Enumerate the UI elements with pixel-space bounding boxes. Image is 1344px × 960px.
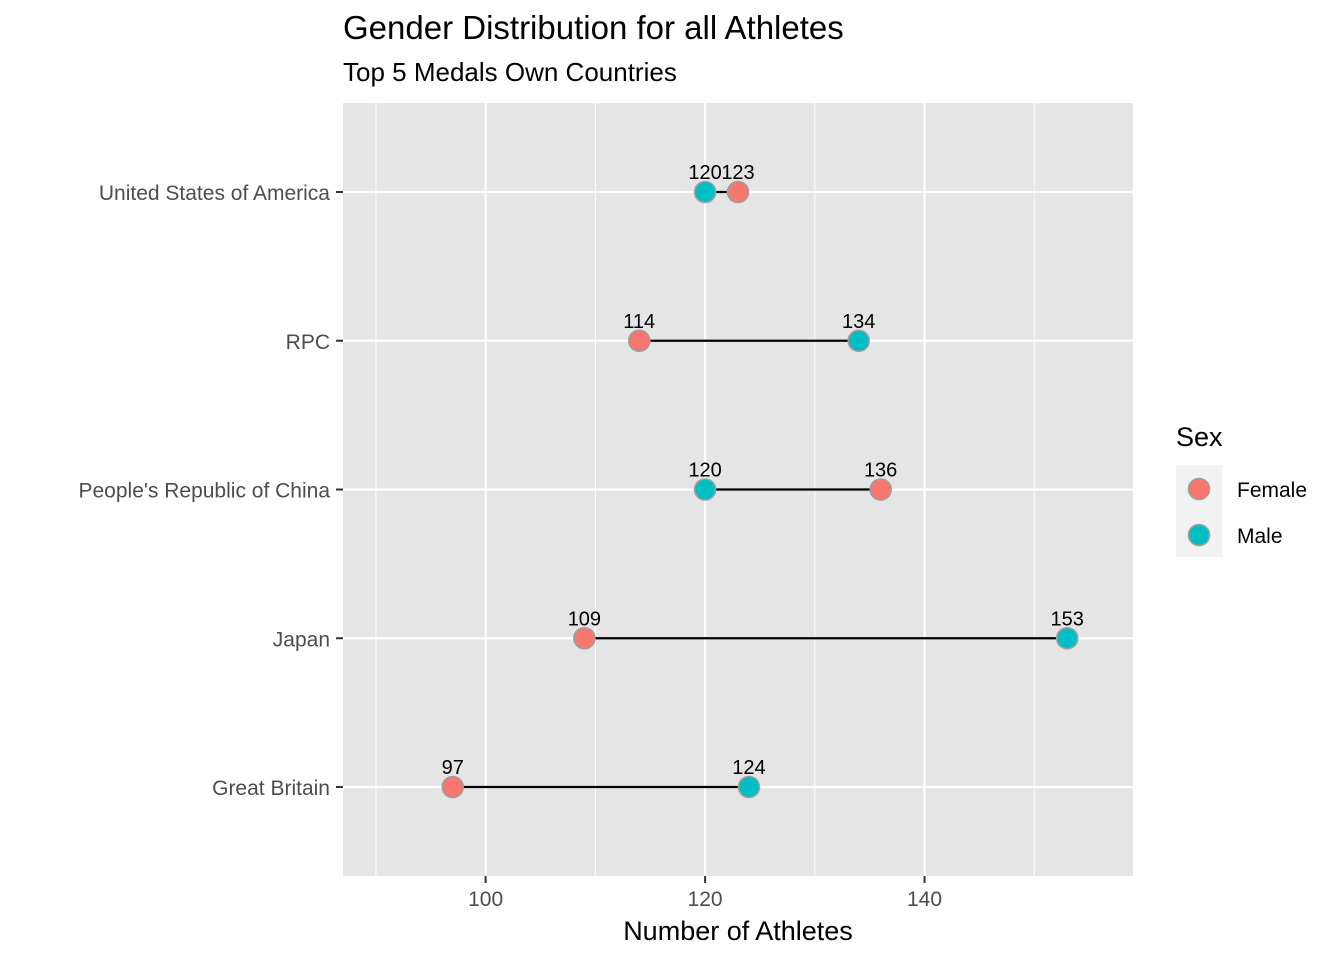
female-value-label: 97 xyxy=(442,757,464,779)
male-value-label: 120 xyxy=(688,460,721,482)
x-axis-title: Number of Athletes xyxy=(623,916,853,946)
legend-label-male: Male xyxy=(1237,525,1283,548)
data-points xyxy=(441,180,1079,799)
legend-key-male xyxy=(1187,523,1211,547)
y-tick-label: United States of America xyxy=(99,182,330,205)
legend: Sex Female Male xyxy=(1176,422,1307,557)
dumbbell-segments xyxy=(452,190,1068,789)
y-tick-label: Japan xyxy=(273,628,330,651)
male-point xyxy=(847,329,870,353)
y-tick-label: Great Britain xyxy=(212,777,330,800)
male-value-label: 153 xyxy=(1050,608,1083,630)
legend-key-female xyxy=(1187,477,1211,501)
female-value-label: 136 xyxy=(864,460,897,482)
male-value-label: 134 xyxy=(842,311,875,333)
male-value-label: 120 xyxy=(688,162,721,184)
male-value-label: 124 xyxy=(732,757,765,779)
legend-title: Sex xyxy=(1176,422,1223,452)
female-point xyxy=(869,478,892,501)
female-value-label: 114 xyxy=(623,311,655,333)
female-point xyxy=(627,329,651,353)
axes: United States of America RPC People's Repu… xyxy=(79,182,943,911)
female-point xyxy=(441,775,465,799)
x-tick-label: 120 xyxy=(688,888,723,911)
female-point xyxy=(726,180,750,204)
female-point xyxy=(573,626,596,650)
x-tick-label: 140 xyxy=(907,888,942,911)
male-point xyxy=(693,180,717,204)
y-tick-label: RPC xyxy=(286,331,330,354)
chart-title: Gender Distribution for all Athletes xyxy=(343,9,844,46)
data-labels: 123 114 136 109 97 120 134 120 153 124 xyxy=(442,162,1084,779)
chart-subtitle: Top 5 Medals Own Countries xyxy=(343,57,677,87)
male-point xyxy=(693,478,717,501)
x-tick-label: 100 xyxy=(468,888,503,911)
female-value-label: 109 xyxy=(568,608,601,630)
male-point xyxy=(737,775,761,799)
y-tick-label: People's Republic of China xyxy=(79,480,331,503)
legend-entries: Female Male xyxy=(1187,477,1307,548)
legend-label-female: Female xyxy=(1237,479,1307,502)
female-value-label: 123 xyxy=(721,162,754,184)
male-point xyxy=(1055,626,1079,650)
